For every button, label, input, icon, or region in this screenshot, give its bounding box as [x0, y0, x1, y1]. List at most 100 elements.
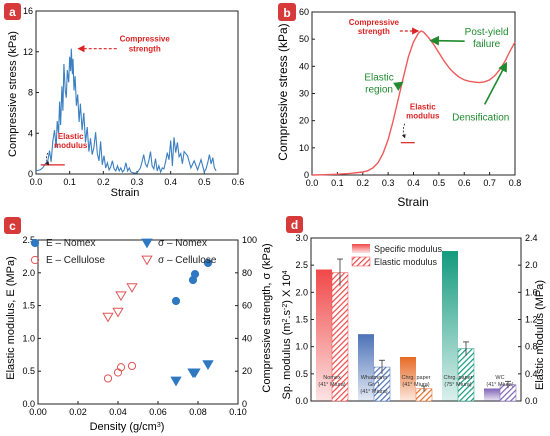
category-label: Gr. 1: [368, 382, 380, 388]
y-tick-label: 0: [304, 170, 309, 180]
y-tick-label: 1.5: [22, 301, 35, 311]
data-point: [126, 283, 138, 293]
x-tick-label: 0.3: [382, 178, 395, 188]
data-point: [203, 258, 213, 268]
y-tick-label: 12: [23, 47, 33, 57]
legend-label: E – Nomex: [46, 238, 95, 249]
bar-specific-modulus: [400, 356, 416, 401]
y-right-tick-label: 2.4: [525, 233, 538, 243]
data-point: [190, 270, 200, 279]
panel-d-ylabel-right: Elastic modulus (MPa): [534, 280, 546, 390]
x-tick-label: 0.8: [509, 178, 522, 188]
x-tick-label: 0.08: [189, 407, 207, 417]
panel-b-plot: 0.0 0.1 0.2 0.3 0.4 0.5 0.6 0.7 0.8 0 10 20 30 40 50 60…: [299, 7, 521, 188]
legend-swatch: [352, 244, 370, 253]
y-tick-label: 2.0: [22, 268, 35, 278]
annotation-arrow: [393, 81, 404, 91]
series-line: [311, 30, 516, 176]
data-point: [115, 291, 127, 302]
panel-b-letter: b: [278, 3, 296, 21]
svg-text:d: d: [291, 218, 298, 232]
annotation-arrow: [45, 152, 50, 166]
panel-c-xlabel: Density (g/cm3): [90, 421, 165, 433]
panel-c-legend: E – Nomex E – Cellulose σ – Nomex σ – Cellu…: [30, 238, 217, 266]
panel-c-letter: c: [4, 217, 21, 234]
panel-c-ylabel-right: Compressive strength, σ (kPa): [261, 243, 273, 392]
y-right-tick-label: 100: [242, 235, 257, 245]
x-tick-label: 0.1: [331, 178, 344, 188]
panel-a-ylabel: Compressive stress (kPa): [7, 31, 19, 157]
category-label: Chrg. paper: [443, 375, 472, 381]
annotation-label: Post-yield: [465, 27, 509, 38]
panel-d-letter: d: [286, 216, 303, 233]
annotation-label: Densification: [452, 113, 509, 124]
annotation-label: Elastic: [410, 103, 436, 112]
category-label: (41° Miura): [486, 382, 513, 388]
y-right-tick-label: 1.2: [525, 315, 538, 325]
y-right-tick-label: 1.6: [525, 287, 538, 297]
legend-label: σ – Nomex: [158, 238, 207, 249]
category-label: (41° Miura): [360, 389, 387, 395]
panel-b: 0.0 0.1 0.2 0.3 0.4 0.5 0.6 0.7 0.8 0 10 20 30 40 50 60…: [276, 3, 521, 209]
annotation-arrow: [483, 61, 508, 105]
panel-a-plot: 0.0 0.1 0.2 0.3 0.4 0.5 0.6 0 4 8 12 16 Compressives…: [23, 6, 244, 187]
category-label: (75° Miura): [444, 382, 471, 388]
x-tick-label: 0.10: [229, 407, 247, 417]
x-tick-label: 0.4: [407, 178, 420, 188]
annotation-arrow: [401, 123, 406, 139]
y-right-tick-label: 0.0: [525, 396, 538, 406]
panel-c-plot: 0.00 0.02 0.04 0.06 0.08 0.10 0.0 0.5 1.0 1.5 2.0 2…: [22, 235, 257, 417]
y-right-tick-label: 20: [242, 366, 252, 376]
annotation-label: strength: [129, 45, 161, 54]
y-tick-label: 1.0: [22, 333, 35, 343]
data-point: [30, 238, 40, 248]
data-point: [112, 307, 124, 318]
panel-d-legend: Specific modulus Elastic modulus: [351, 244, 443, 267]
svg-text:c: c: [9, 219, 16, 233]
data-point: [170, 376, 182, 387]
plot-frame: [37, 239, 239, 405]
y-tick-label: 50: [299, 34, 309, 44]
y-right-tick-label: 2.0: [525, 260, 538, 270]
y-tick-label: 8: [28, 88, 33, 98]
y-tick-label: 0.5: [295, 369, 308, 379]
x-tick-label: 0.2: [356, 178, 369, 188]
category-label: (41° Miura): [318, 382, 345, 388]
y-right-tick-label: 0.8: [525, 342, 538, 352]
panel-c-ylabel: Elastic modulus, E (MPa): [5, 256, 17, 379]
bar-specific-modulus: [442, 251, 458, 401]
x-tick-label: 0.0: [30, 177, 43, 187]
x-tick-label: 0.06: [149, 407, 167, 417]
data-point: [102, 312, 114, 323]
svg-text:b: b: [283, 6, 290, 20]
annotation-label: Compressive: [349, 18, 400, 27]
y-tick-label: 16: [23, 6, 33, 16]
x-tick-label: 0.6: [232, 177, 245, 187]
y-tick-label: 0.5: [22, 366, 35, 376]
bar-specific-modulus: [484, 388, 500, 401]
data-point: [30, 255, 40, 265]
x-tick-label: 0.6: [458, 178, 471, 188]
y-right-tick-label: 60: [242, 301, 252, 311]
y-tick-label: 0.0: [22, 399, 35, 409]
data-point: [103, 374, 113, 383]
x-tick-label: 0.7: [483, 178, 496, 188]
category-label: WC: [495, 375, 504, 381]
legend-label: Elastic modulus: [374, 257, 438, 267]
y-tick-label: 2.5: [22, 235, 35, 245]
bar-specific-modulus: [316, 269, 332, 401]
svg-text:a: a: [9, 5, 16, 19]
y-right-tick-label: 40: [242, 333, 252, 343]
annotation-label: Compressive: [120, 35, 171, 44]
bar-specific-modulus: [358, 334, 374, 401]
data-point: [141, 238, 153, 249]
x-tick-label: 0.5: [198, 177, 211, 187]
data-point: [127, 361, 137, 371]
category-label: (41° Miura): [402, 382, 429, 388]
legend-label: σ – Cellulose: [158, 255, 217, 266]
y-tick-label: 10: [299, 143, 309, 153]
y-right-tick-label: 80: [242, 268, 252, 278]
y-tick-label: 2.5: [295, 260, 308, 270]
panel-c: 0.00 0.02 0.04 0.06 0.08 0.10 0.0 0.5 1.0 1.5 2.0 2…: [4, 217, 273, 433]
